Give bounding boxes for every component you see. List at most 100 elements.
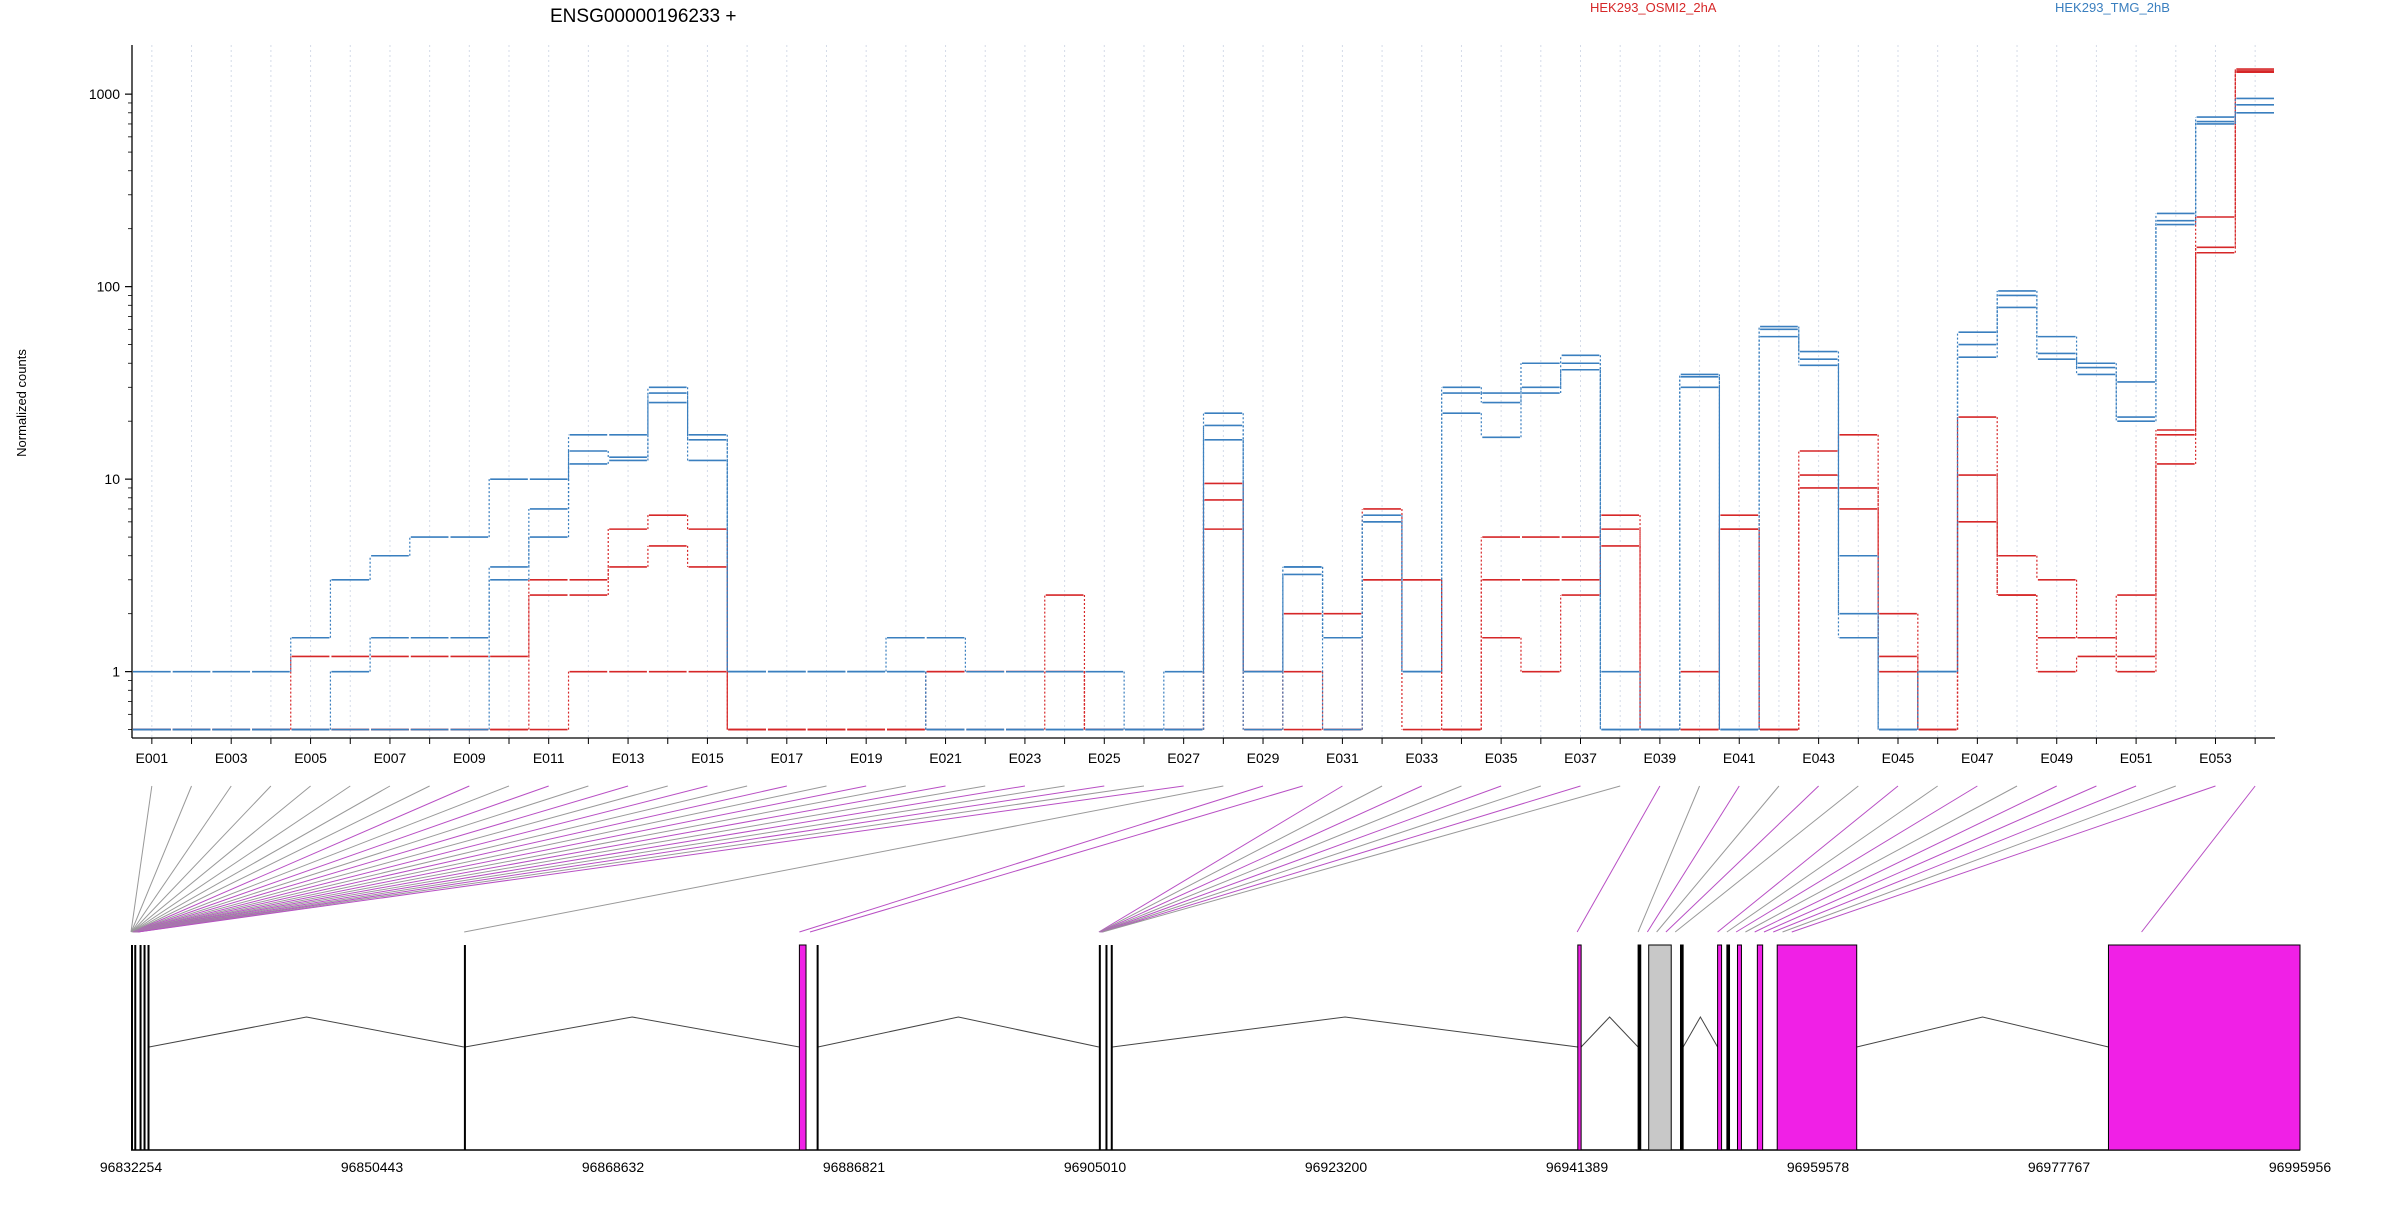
intron-1 [149, 1016, 465, 1048]
connector-E035 [1100, 785, 1502, 933]
gene-exon-16 [1717, 944, 1723, 1151]
gene-exon-13 [1637, 944, 1642, 1151]
connector-E020 [135, 785, 906, 933]
gene-exon-20 [1776, 944, 1858, 1151]
x-tick-label-E037: E037 [1564, 750, 1597, 766]
connector-E016 [134, 785, 748, 933]
connector-E031 [1098, 785, 1343, 933]
x-tick-label-E021: E021 [929, 750, 962, 766]
gene-model [131, 944, 2301, 1151]
connector-E021 [136, 785, 946, 933]
x-tick-label-E033: E033 [1405, 750, 1438, 766]
x-tick-label-E027: E027 [1167, 750, 1200, 766]
x-tick-label-E035: E035 [1485, 750, 1518, 766]
x-tick-label-E003: E003 [215, 750, 248, 766]
gene-exon-9 [1098, 945, 1101, 1150]
connector-E053 [1791, 785, 2216, 933]
x-tick-label-E053: E053 [2199, 750, 2232, 766]
y-tick-label-1000: 1000 [89, 86, 120, 102]
legend-entry-group-a: HEK293_OSMI2_2hA [1590, 0, 1717, 15]
y-tick-label-1: 1 [112, 664, 120, 680]
intron-4 [1112, 1016, 1578, 1048]
connector-E028 [464, 785, 1224, 933]
genomic-tick-label-9: 96995956 [2269, 1159, 2332, 1175]
connector-E010 [133, 785, 510, 933]
connector-E018 [135, 785, 827, 933]
axes: 1 10 100 1000 E001 E003 E005 E007 E009 E011 E013 E0… [89, 45, 2275, 766]
connector-E049 [1754, 785, 2057, 933]
gene-exon-8 [816, 945, 819, 1150]
chart-title: ENSG00000196233 + [550, 6, 736, 27]
x-tick-label-E031: E031 [1326, 750, 1359, 766]
x-tick-label-E043: E043 [1802, 750, 1835, 766]
gene-exon-17 [1726, 944, 1731, 1151]
connector-E048 [1745, 785, 2018, 933]
intron-5 [1580, 1016, 1639, 1048]
gene-exon-7 [798, 944, 807, 1151]
connector-E036 [1101, 785, 1541, 933]
connector-E044 [1674, 785, 1859, 933]
connector-E032 [1099, 785, 1383, 933]
gene-exon-5 [147, 945, 150, 1150]
gene-exon-19 [1756, 944, 1764, 1151]
intron-2 [464, 1016, 800, 1048]
series-lines [133, 68, 2274, 731]
gene-exon-6 [463, 945, 466, 1150]
connector-E013 [134, 785, 629, 933]
connector-E033 [1099, 785, 1422, 933]
x-tick-label-E025: E025 [1088, 750, 1121, 766]
series-4 [133, 97, 2274, 731]
connector-E015 [134, 785, 708, 933]
x-tick-label-E039: E039 [1644, 750, 1677, 766]
connector-E051 [1773, 785, 2137, 933]
connector-E043 [1665, 785, 1819, 933]
y-axis-label: Normalized counts [14, 349, 29, 457]
connector-E014 [134, 785, 668, 933]
gene-exon-11 [1110, 945, 1113, 1150]
gene-exon-1 [131, 945, 133, 1150]
connector-E040 [1637, 785, 1701, 933]
x-tick-label-E019: E019 [850, 750, 883, 766]
x-tick-label-E049: E049 [2040, 750, 2073, 766]
connector-E054 [2141, 785, 2256, 933]
x-tick-label-E001: E001 [135, 750, 168, 766]
x-tick-label-E017: E017 [770, 750, 803, 766]
connector-E026 [137, 785, 1145, 933]
gene-exon-4 [143, 945, 146, 1150]
gene-exon-12 [1577, 944, 1582, 1151]
connector-E042 [1656, 785, 1780, 933]
connector-E047 [1735, 785, 1978, 933]
connector-E050 [1763, 785, 2097, 933]
gene-exon-21 [2107, 944, 2301, 1151]
genomic-tick-label-0: 96832254 [100, 1159, 163, 1175]
connector-E045 [1717, 785, 1899, 933]
connector-E001 [130, 785, 153, 933]
x-tick-label-E047: E047 [1961, 750, 1994, 766]
genomic-tick-label-7: 96959578 [1787, 1159, 1850, 1175]
connector-E025 [137, 785, 1105, 933]
connector-E029 [799, 785, 1264, 933]
connector-E023 [136, 785, 1025, 933]
connector-E024 [137, 785, 1065, 933]
connector-E041 [1646, 785, 1740, 933]
gene-exon-3 [139, 945, 142, 1150]
gene-exon-2 [134, 945, 137, 1150]
connector-E017 [135, 785, 787, 933]
connector-E002 [130, 785, 192, 933]
genomic-tick-label-2: 96868632 [582, 1159, 645, 1175]
genomic-axis: 96832254 96850443 96868632 96886821 96905010… [100, 1159, 2332, 1175]
connector-E030 [809, 785, 1303, 933]
connector-E038 [1102, 785, 1621, 933]
connector-E008 [132, 785, 430, 933]
connector-E004 [131, 785, 272, 933]
exon-grid [151, 45, 2256, 738]
connector-E019 [135, 785, 867, 933]
gene-exon-10 [1105, 945, 1108, 1150]
x-tick-label-E045: E045 [1882, 750, 1915, 766]
connector-E009 [132, 785, 470, 933]
connector-E037 [1101, 785, 1581, 933]
gene-exon-18 [1736, 944, 1742, 1151]
series-6 [133, 111, 2274, 731]
intron-6 [1682, 1015, 1719, 1048]
